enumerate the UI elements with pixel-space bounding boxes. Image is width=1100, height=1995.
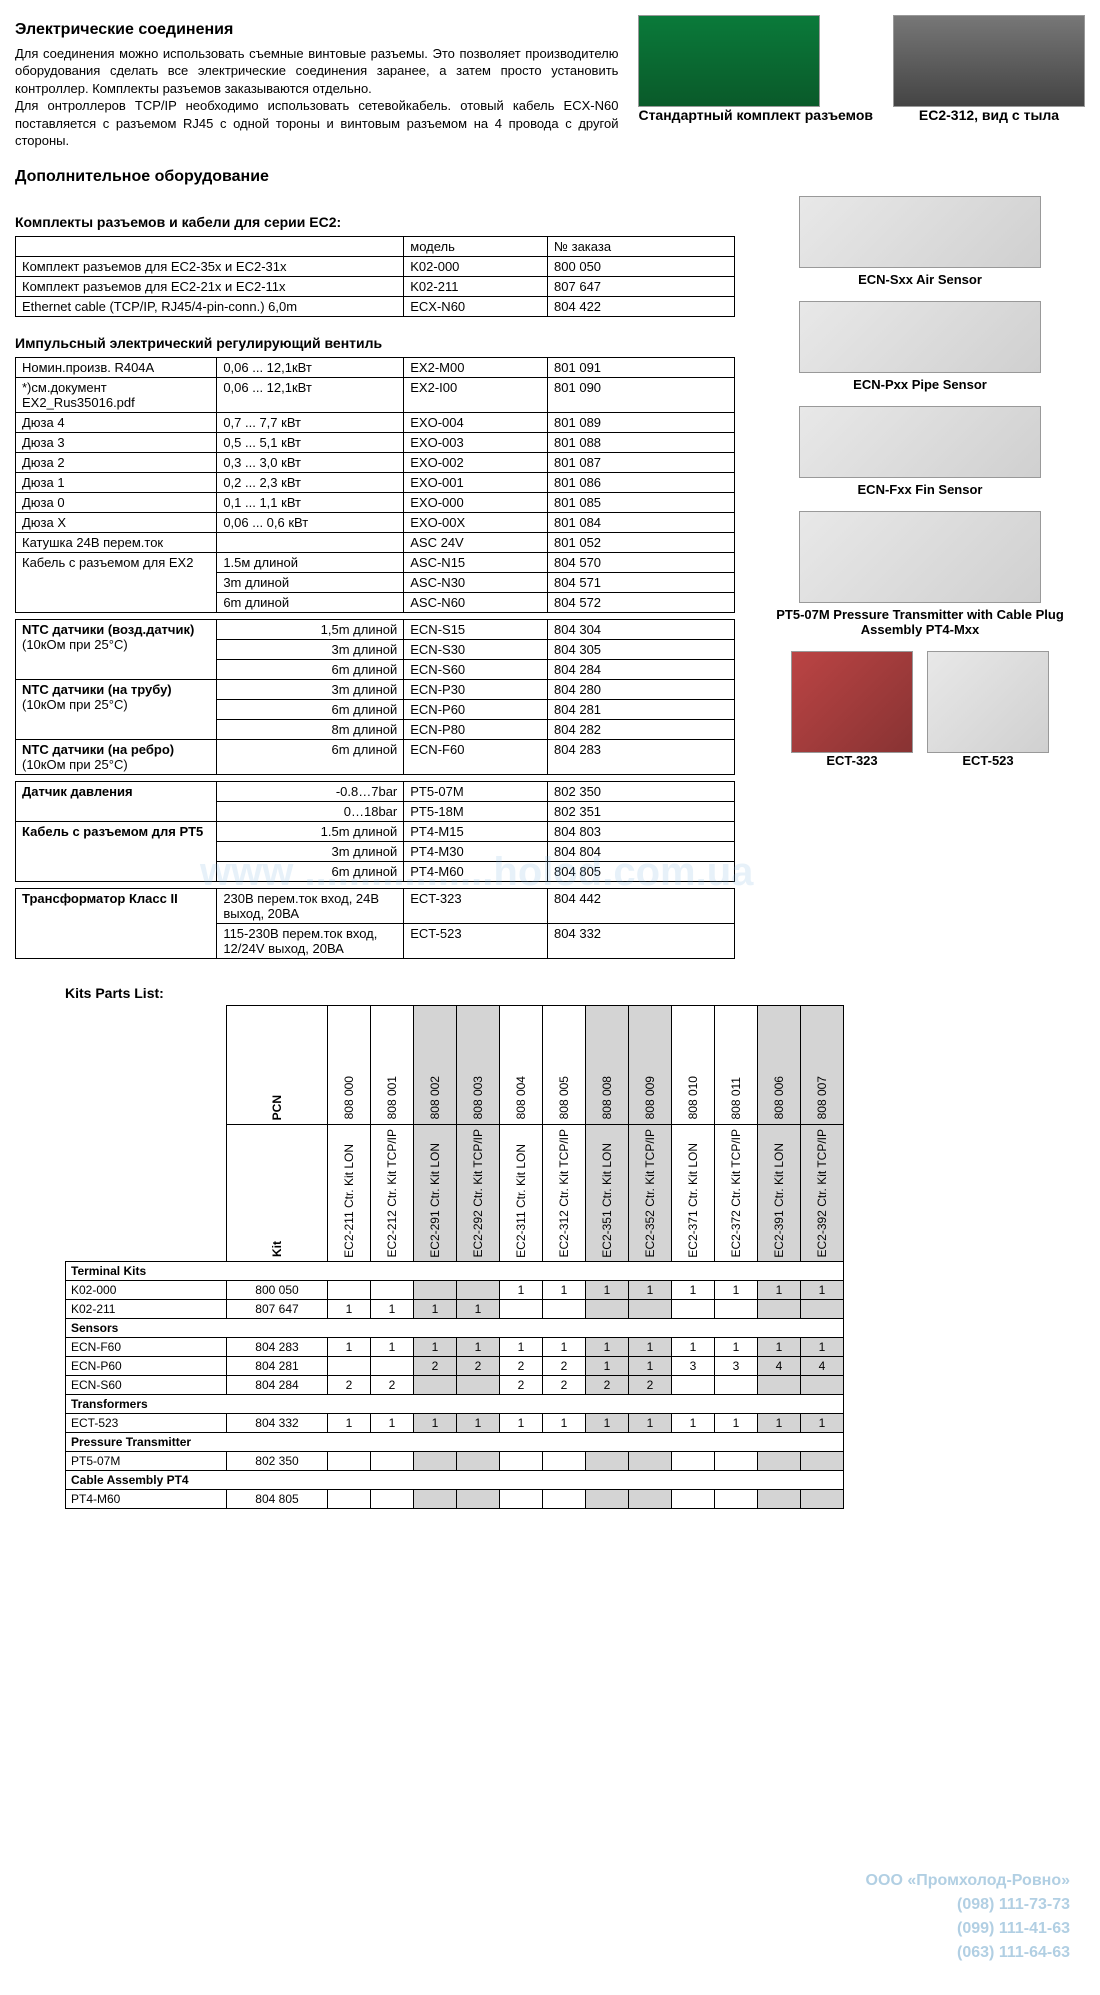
controller-image bbox=[893, 15, 1085, 107]
ect-523-image bbox=[927, 651, 1049, 753]
table-valve: Номин.произв. R404A0,06 ... 12,1кВтEX2-M… bbox=[15, 357, 735, 613]
kits-table: PCN808 000808 001808 002808 003808 00480… bbox=[65, 1005, 844, 1510]
ecn-sxx-label: ECN-Sxx Air Sensor bbox=[755, 272, 1085, 287]
table-ntc: NTC датчики (возд.датчик)(10кОм при 25°C… bbox=[15, 619, 735, 775]
table-transformer: Трансформатор Класс II230В перем.ток вхо… bbox=[15, 888, 735, 959]
img2-label: EC2-312, вид с тыла bbox=[893, 107, 1085, 123]
ecn-sxx-image bbox=[799, 196, 1041, 268]
ect-323-image bbox=[791, 651, 913, 753]
ect-323-label: ECT-323 bbox=[791, 753, 913, 768]
pt5-label: PT5-07M Pressure Transmitter with Cable … bbox=[755, 607, 1085, 637]
ecn-fxx-label: ECN-Fxx Fin Sensor bbox=[755, 482, 1085, 497]
table-pressure: Датчик давления-0.8…7barPT5-07M802 3500…… bbox=[15, 781, 735, 882]
addl-title: Дополнительное оборудование bbox=[15, 168, 1085, 186]
ecn-fxx-image bbox=[799, 406, 1041, 478]
ect-523-label: ECT-523 bbox=[927, 753, 1049, 768]
table-connectors: модель№ заказа Комплект разъемов для EC2… bbox=[15, 236, 735, 317]
kits-title: Kits Parts List: bbox=[65, 985, 1085, 1001]
section-title: Электрические соединения bbox=[15, 19, 618, 41]
ecn-pxx-image bbox=[799, 301, 1041, 373]
contact-watermark: ООО «Промхолод-Ровно»(098) 111-73-73 (09… bbox=[866, 1869, 1070, 1965]
table1-title: Комплекты разъемов и кабели для серии EC… bbox=[15, 214, 735, 230]
table2-title: Импульсный электрический регулирующий ве… bbox=[15, 335, 735, 351]
intro-p2: Для онтроллеров TCP/IP необходимо исполь… bbox=[15, 97, 618, 150]
pt5-image bbox=[799, 511, 1041, 603]
ecn-pxx-label: ECN-Pxx Pipe Sensor bbox=[755, 377, 1085, 392]
img1-label: Стандартный комплект разъемов bbox=[638, 107, 873, 123]
connectors-image bbox=[638, 15, 820, 107]
intro-p1: Для соединения можно использовать съемны… bbox=[15, 45, 618, 98]
